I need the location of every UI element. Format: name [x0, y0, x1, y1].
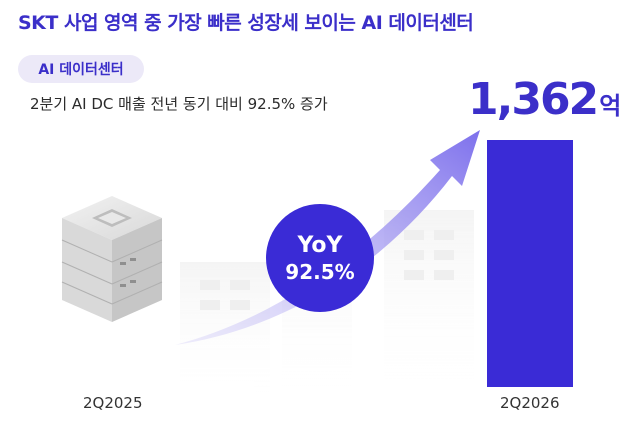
yoy-badge: YoY 92.5%	[266, 204, 374, 312]
period-label-left: 2Q2025	[83, 394, 143, 412]
category-tag: AI 데이터센터	[18, 55, 144, 83]
subtitle: 2분기 AI DC 매출 전년 동기 대비 92.5% 증가	[30, 95, 328, 113]
revenue-unit: 억	[599, 92, 622, 120]
revenue-amount: 1,362억	[468, 74, 621, 125]
revenue-value: 1,362	[468, 74, 599, 125]
growth-arrow-icon	[175, 130, 480, 345]
revenue-bar	[487, 140, 573, 387]
headline: SKT 사업 영역 중 가장 빠른 성장세 보이는 AI 데이터센터	[18, 12, 474, 34]
yoy-value: 92.5%	[285, 259, 355, 284]
period-label-right: 2Q2026	[500, 394, 560, 412]
server-box-icon	[61, 196, 163, 322]
yoy-label: YoY	[297, 232, 343, 258]
